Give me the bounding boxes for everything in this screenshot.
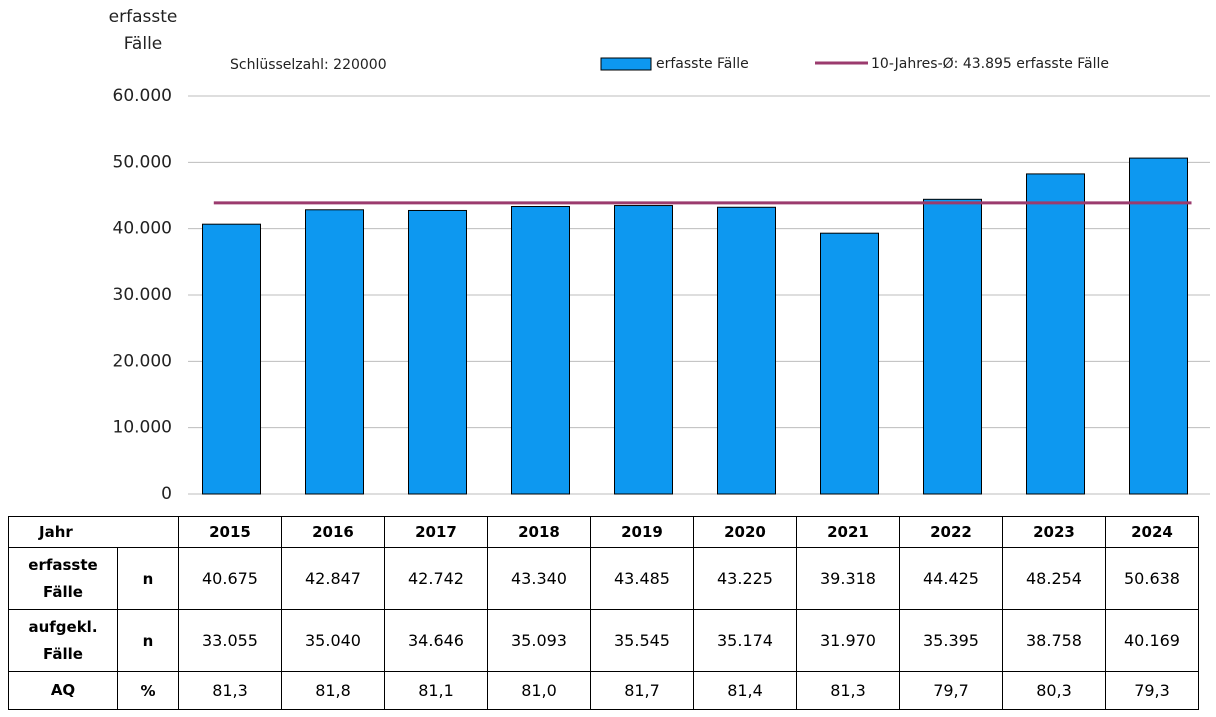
table-cell: Jahr [8,516,179,548]
table-cell: 81,8 [281,671,385,710]
bar [202,223,261,495]
y-tick-label: 30.000 [113,285,172,305]
bar [1026,173,1085,495]
y-tick-label: 60.000 [113,86,172,106]
bar [305,209,364,495]
table-cell: 79,7 [899,671,1003,710]
table-cell: 44.425 [899,547,1003,610]
bar [923,198,982,495]
table-cell: 2024 [1105,516,1199,548]
legend-label: erfasste Fälle [656,56,749,72]
table-cell: 80,3 [1002,671,1106,710]
table-cell: 2020 [693,516,797,548]
table-cell: 81,1 [384,671,488,710]
legend-swatch [600,57,652,71]
table-cell: 35.093 [487,609,591,672]
bar [408,209,467,495]
table-cell: 79,3 [1105,671,1199,710]
table-cell: 33.055 [178,609,282,672]
table-cell: 40.169 [1105,609,1199,672]
bar [820,232,879,495]
chart: Schlüsselzahl: 220000 0 10.000 20.000 30.00… [113,56,1210,504]
bar [1129,157,1188,495]
table-cell: 42.742 [384,547,488,610]
table-cell: n [117,609,179,672]
table-cell: 2022 [899,516,1003,548]
table-cell: aufgekl. Fälle [8,609,118,672]
table-cell: 43.225 [693,547,797,610]
legend-label: 10-Jahres-Ø: 43.895 erfasste Fälle [871,56,1109,72]
table-cell: 43.340 [487,547,591,610]
table-cell: 2019 [590,516,694,548]
bar [717,206,776,495]
table-cell: 81,3 [178,671,282,710]
table-cell: 2017 [384,516,488,548]
y-tick-label: 10.000 [113,418,172,438]
y-tick-label: 40.000 [113,219,172,239]
table-cell: 35.545 [590,609,694,672]
bar [511,206,570,495]
table-cell: 35.395 [899,609,1003,672]
table-cell: 34.646 [384,609,488,672]
table-cell: AQ [8,671,118,710]
table-cell: 31.970 [796,609,900,672]
y-tick-label: 20.000 [113,351,172,371]
y-tick-label: 50.000 [113,152,172,172]
y-tick-label: 0 [161,484,172,504]
table-cell: 48.254 [1002,547,1106,610]
table-cell: 81,3 [796,671,900,710]
table-cell: % [117,671,179,710]
y-axis-label: erfasste Fälle [108,7,178,54]
table-cell: 2016 [281,516,385,548]
table-cell: 42.847 [281,547,385,610]
table-cell: 2023 [1002,516,1106,548]
table-cell: 2015 [178,516,282,548]
table-cell: 2021 [796,516,900,548]
table-cell: erfasste Fälle [8,547,118,610]
table-cell: 40.675 [178,547,282,610]
table-cell: 50.638 [1105,547,1199,610]
table-cell: 35.174 [693,609,797,672]
bar [614,205,673,495]
table-cell: 81,4 [693,671,797,710]
table-cell: 2018 [487,516,591,548]
table-cell: 35.040 [281,609,385,672]
table-cell: 81,7 [590,671,694,710]
table-cell: 38.758 [1002,609,1106,672]
table-cell: 43.485 [590,547,694,610]
table-cell: 39.318 [796,547,900,610]
subtitle: Schlüsselzahl: 220000 [230,57,387,73]
data-table: Jahr 2015 2016 2017 2018 2019 2020 2021 2022 2023… [8,516,1199,710]
table-cell: n [117,547,179,610]
table-cell: 81,0 [487,671,591,710]
